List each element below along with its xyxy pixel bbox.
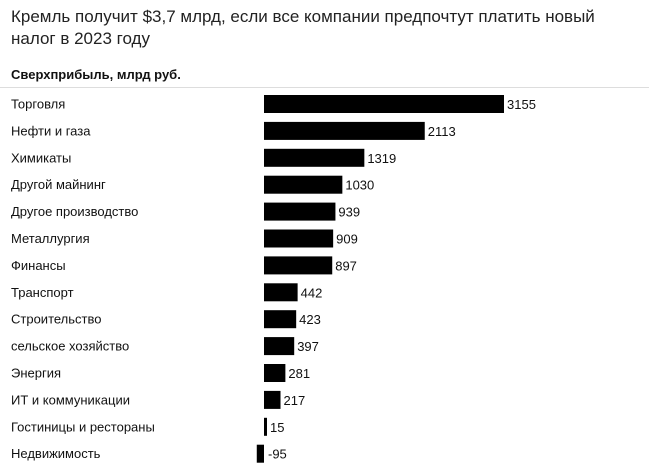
- value-label: 15: [270, 420, 284, 435]
- value-label: 397: [297, 339, 319, 354]
- bar: [264, 229, 334, 248]
- chart-title: Кремль получит $3,7 млрд, если все компа…: [11, 7, 595, 48]
- bar: [264, 148, 365, 167]
- category-label: Торговля: [11, 97, 65, 112]
- value-label: 217: [284, 393, 306, 408]
- value-label: 897: [335, 258, 357, 273]
- bar: [264, 202, 336, 221]
- bar: [256, 444, 264, 463]
- bar: [264, 121, 425, 140]
- value-label: -95: [268, 447, 287, 462]
- category-label: Другой майнинг: [11, 177, 106, 192]
- bar: [264, 364, 286, 382]
- bar: [264, 175, 343, 194]
- value-label: 442: [301, 285, 323, 300]
- value-label: 1030: [345, 178, 374, 193]
- category-label: Энергия: [11, 366, 61, 381]
- category-label: Химикаты: [11, 150, 71, 165]
- value-label: 939: [338, 205, 360, 220]
- value-label: 423: [299, 312, 321, 327]
- category-label: ИТ и коммуникации: [11, 392, 130, 407]
- category-label: Другое производство: [11, 204, 138, 219]
- bar: [264, 283, 298, 302]
- category-label: Металлургия: [11, 231, 90, 246]
- category-label: Финансы: [11, 258, 66, 273]
- bar: [264, 95, 504, 113]
- bar: [264, 417, 267, 436]
- value-label: 281: [288, 366, 310, 381]
- bar: [264, 310, 297, 329]
- bar: [264, 337, 295, 356]
- category-label: Недвижимость: [11, 446, 101, 461]
- bar: [264, 256, 333, 275]
- category-label: Строительство: [11, 312, 101, 327]
- category-label: Нефти и газа: [11, 123, 91, 138]
- value-label: 1319: [367, 151, 396, 166]
- bar: [264, 390, 281, 409]
- category-label: Гостиницы и рестораны: [11, 419, 155, 434]
- subtitle-divider: [0, 87, 649, 88]
- value-label: 3155: [507, 97, 536, 112]
- value-label: 2113: [428, 124, 456, 139]
- chart-subtitle: Сверхприбыль, млрд руб.: [11, 67, 181, 82]
- category-label: Транспорт: [11, 285, 74, 300]
- category-label: сельское хозяйство: [11, 339, 129, 354]
- value-label: 909: [336, 232, 358, 247]
